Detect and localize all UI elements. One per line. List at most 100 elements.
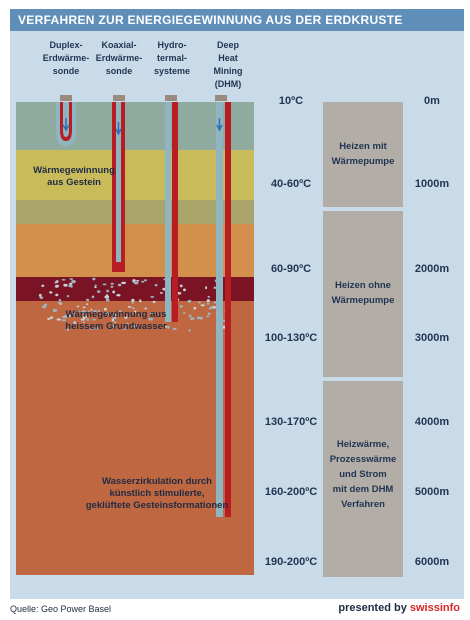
layer-sediment	[16, 150, 254, 200]
water-bubble	[183, 288, 186, 292]
water-bubble	[92, 277, 96, 281]
water-bubble	[126, 322, 129, 326]
use-label-dhm: Heizwärme, Prozesswärme und Strom mit de…	[329, 439, 397, 510]
water-bubble	[172, 327, 177, 331]
method-label-hydrothermal: Hydro- termal- systeme	[153, 40, 191, 76]
water-bubble	[69, 278, 74, 280]
water-bubble	[121, 281, 126, 285]
water-bubble	[102, 283, 107, 286]
water-bubble	[206, 302, 210, 305]
depth-label: 3000m	[414, 332, 450, 344]
water-bubble	[71, 280, 76, 284]
water-bubble	[94, 286, 97, 289]
water-bubble	[207, 295, 211, 298]
hydrothermal-pipe-hot	[172, 102, 178, 322]
water-bubble	[112, 313, 117, 316]
water-bubble	[123, 327, 126, 330]
temperature-label: 130-170ºC	[264, 416, 318, 428]
water-bubble	[82, 321, 85, 324]
use-box-dhm: Heizwärme, Prozesswärme und Strom mit de…	[323, 381, 403, 577]
depth-label: 0m	[424, 95, 440, 107]
water-bubble	[97, 290, 101, 293]
water-bubble	[49, 316, 54, 319]
depth-label: 4000m	[414, 416, 450, 428]
water-bubble	[94, 284, 97, 287]
water-bubble	[148, 317, 154, 321]
water-bubble	[86, 318, 90, 321]
water-bubble	[85, 298, 90, 301]
water-bubble	[93, 310, 97, 313]
water-bubble	[67, 314, 72, 318]
water-bubble	[110, 282, 114, 285]
water-bubble	[90, 308, 93, 311]
credit-brand: swissinfo	[409, 602, 460, 614]
water-bubble	[193, 306, 197, 310]
dhm-cap	[215, 95, 227, 101]
water-bubble	[106, 289, 109, 293]
water-bubble	[154, 284, 158, 287]
depth-label: 6000m	[414, 556, 450, 568]
depth-label: 1000m	[414, 178, 450, 190]
water-bubble	[209, 306, 213, 310]
depth-label: 2000m	[414, 263, 450, 275]
layer-surface	[16, 102, 254, 150]
annotation-groundwater-heat: Wärmegewinnung aus heissem Grundwasser	[65, 309, 167, 332]
water-bubble	[41, 305, 47, 309]
depth-label: 5000m	[414, 486, 450, 498]
coaxial-flow-arrow	[115, 122, 122, 136]
duplex-cap	[60, 95, 72, 101]
water-bubble	[54, 281, 57, 284]
water-bubble	[52, 308, 58, 312]
water-bubble	[141, 280, 145, 283]
water-bubble	[77, 310, 80, 313]
water-bubble	[58, 299, 62, 302]
water-bubble	[105, 298, 110, 302]
water-bubble	[103, 307, 107, 311]
water-bubble	[68, 284, 73, 288]
water-bubble	[165, 325, 168, 328]
water-bubble	[206, 315, 209, 318]
water-bubble	[149, 312, 154, 315]
water-bubble	[83, 315, 88, 318]
water-bubble	[104, 295, 110, 299]
water-bubble	[61, 279, 66, 281]
water-bubble	[139, 299, 142, 303]
water-bubble	[93, 327, 98, 330]
method-label-duplex: Duplex- Erdwärme- sonde	[42, 40, 90, 76]
coaxial-inner	[116, 102, 121, 262]
water-bubble	[63, 315, 68, 319]
water-bubble	[127, 306, 132, 308]
duplex-inner-hot	[60, 102, 72, 141]
water-bubble	[197, 301, 201, 304]
water-bubble	[150, 296, 155, 298]
coaxial-probe	[112, 95, 125, 272]
temperature-label: 190-200ºC	[264, 556, 318, 568]
water-bubble	[159, 292, 163, 294]
water-bubble	[187, 299, 192, 303]
water-bubble	[196, 316, 201, 320]
water-bubble	[144, 307, 147, 310]
water-bubble	[63, 283, 68, 287]
water-bubble	[188, 329, 191, 332]
water-bubble	[87, 310, 91, 313]
method-label-dhm: Deep Heat Mining (DHM)	[213, 40, 243, 89]
layer-limestone	[16, 224, 254, 277]
water-bubble	[117, 283, 122, 287]
water-bubble	[97, 309, 100, 313]
water-bubble	[110, 285, 114, 288]
water-bubble	[179, 305, 183, 308]
water-bubble	[167, 325, 170, 329]
water-bubble	[200, 304, 205, 307]
credit-prefix: presented by	[338, 602, 410, 614]
water-bubble	[49, 291, 53, 294]
credit: presented by swissinfo	[338, 602, 460, 614]
dhm-flow-arrow	[216, 118, 223, 132]
hydrothermal-cap	[165, 95, 177, 101]
water-bubble	[188, 314, 192, 318]
water-bubble	[183, 311, 186, 314]
water-bubble	[112, 316, 117, 320]
water-bubble	[152, 300, 156, 304]
dhm-pipe-hot	[225, 102, 231, 517]
water-bubble	[132, 279, 136, 282]
page-title: VERFAHREN ZUR ENERGIEGEWINNUNG AUS DER E…	[18, 13, 403, 27]
